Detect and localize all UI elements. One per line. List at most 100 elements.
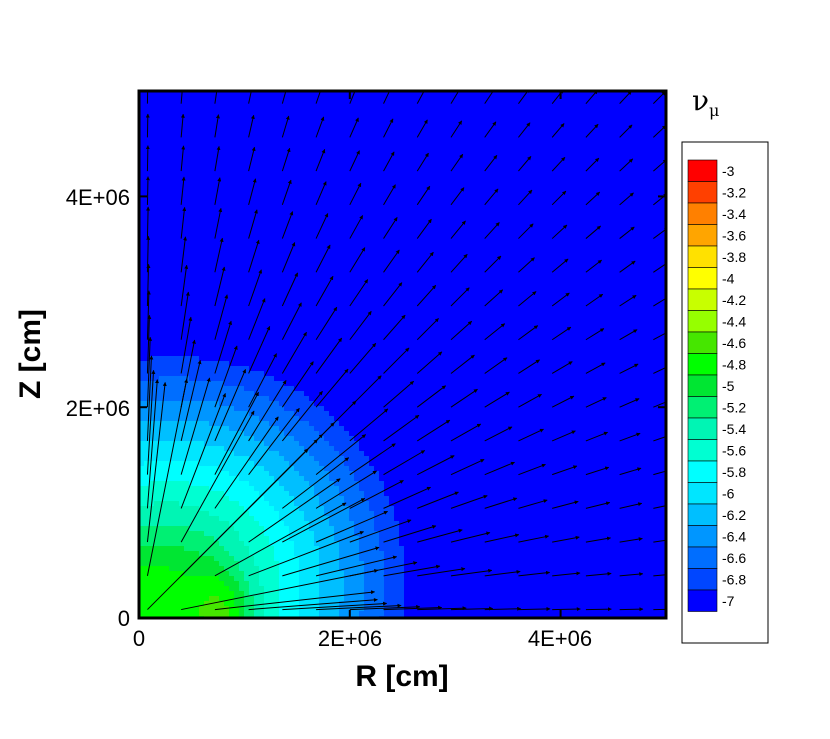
contour-cell [229,106,235,112]
contour-cell [644,166,650,172]
contour-cell [389,176,395,182]
contour-cell [419,276,425,282]
contour-cell [394,151,400,157]
contour-cell [519,171,525,177]
contour-cell [444,271,450,277]
contour-cell [314,216,320,222]
contour-cell [149,96,155,102]
contour-cell [604,256,610,262]
contour-cell [154,151,160,157]
contour-cell [599,126,605,132]
contour-cell [294,106,300,112]
contour-cell [264,276,270,282]
contour-cell [459,161,465,167]
contour-cell [599,221,605,227]
contour-cell [139,166,145,172]
contour-cell [404,316,410,322]
contour-cell [624,236,630,242]
contour-cell [149,186,155,192]
contour-cell [564,191,570,197]
contour-cell [384,301,390,307]
contour-cell [489,181,495,187]
contour-cell [559,191,565,197]
contour-cell [269,101,275,107]
contour-cell [174,191,180,197]
contour-cell [224,306,230,312]
contour-cell [414,111,420,117]
contour-cell [409,281,415,287]
contour-cell [619,216,625,222]
contour-cell [634,151,640,157]
contour-cell [384,91,390,97]
contour-cell [464,206,470,212]
contour-cell [169,91,175,97]
contour-cell [639,111,645,117]
contour-cell [604,226,610,232]
contour-cell [144,291,150,297]
contour-cell [429,146,435,152]
contour-cell [639,191,645,197]
contour-cell [209,261,215,267]
contour-cell [244,116,250,122]
contour-cell [244,121,250,127]
contour-cell [559,281,565,287]
contour-cell [619,131,625,137]
contour-cell [469,236,475,242]
contour-cell [279,231,285,237]
contour-cell [619,101,625,107]
contour-cell [149,266,155,272]
contour-cell [194,151,200,157]
contour-cell [169,251,175,257]
contour-cell [234,171,240,177]
contour-cell [154,266,160,272]
contour-cell [389,286,395,292]
contour-cell [454,306,460,312]
contour-cell [364,221,370,227]
contour-cell [504,216,510,222]
contour-cell [299,236,305,242]
contour-cell [499,296,505,302]
contour-cell [184,136,190,142]
contour-cell [534,106,540,112]
contour-cell [614,216,620,222]
contour-cell [634,171,640,177]
contour-cell [609,221,615,227]
contour-cell [424,141,430,147]
contour-cell [484,136,490,142]
contour-cell [214,241,220,247]
contour-cell [224,251,230,257]
contour-cell [159,191,165,197]
contour-cell [454,166,460,172]
contour-cell [504,201,510,207]
contour-cell [509,216,515,222]
contour-cell [524,171,530,177]
contour-cell [434,321,440,327]
contour-cell [234,201,240,207]
contour-cell [184,146,190,152]
contour-cell [379,211,385,217]
contour-cell [484,146,490,152]
contour-cell [309,91,315,97]
contour-cell [504,131,510,137]
contour-cell [444,146,450,152]
contour-cell [629,301,635,307]
contour-cell [494,226,500,232]
contour-cell [144,191,150,197]
contour-cell [144,186,150,192]
contour-cell [269,286,275,292]
contour-cell [619,266,625,272]
contour-cell [424,321,430,327]
contour-cell [289,111,295,117]
contour-cell [389,201,395,207]
contour-cell [549,146,555,152]
contour-cell [319,136,325,142]
contour-cell [369,126,375,132]
contour-cell [184,216,190,222]
contour-cell [524,156,530,162]
contour-cell [259,221,265,227]
contour-cell [374,311,380,317]
contour-cell [614,231,620,237]
contour-cell [214,186,220,192]
contour-cell [329,171,335,177]
contour-cell [359,116,365,122]
